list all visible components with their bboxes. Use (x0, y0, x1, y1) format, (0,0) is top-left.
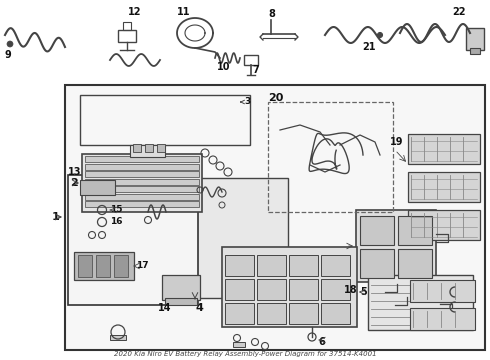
Text: 2: 2 (70, 178, 78, 188)
Text: 21: 21 (362, 42, 375, 52)
Text: 19: 19 (390, 137, 403, 147)
Bar (257, 279, 286, 300)
Text: 2020 Kia Niro EV Battery Relay Assembly-Power Diagram for 37514-K4001: 2020 Kia Niro EV Battery Relay Assembly-… (114, 351, 376, 357)
Bar (74, 252, 134, 280)
Bar (368, 275, 473, 330)
Bar (85, 201, 199, 207)
Text: 11: 11 (177, 7, 191, 17)
Bar (466, 28, 484, 50)
Bar (408, 210, 480, 240)
Text: 4: 4 (195, 303, 203, 313)
Bar (85, 179, 199, 184)
Bar (398, 249, 432, 278)
Bar (244, 55, 258, 65)
Bar (118, 30, 136, 42)
Bar (133, 144, 141, 152)
Bar (85, 163, 199, 170)
Bar (257, 255, 286, 276)
Text: 7: 7 (252, 65, 259, 75)
Bar (110, 335, 126, 340)
Bar (114, 255, 128, 277)
Bar (360, 216, 394, 245)
Bar (410, 308, 475, 330)
Text: 12: 12 (128, 7, 142, 17)
Bar (123, 22, 131, 30)
Bar (65, 85, 485, 350)
Bar (145, 144, 153, 152)
Text: 22: 22 (452, 7, 466, 17)
Bar (225, 279, 254, 300)
Bar (130, 145, 165, 157)
Text: 14: 14 (158, 303, 172, 313)
Bar (78, 255, 92, 277)
Text: 6: 6 (318, 337, 325, 347)
Text: 15: 15 (110, 206, 122, 215)
Bar (82, 154, 202, 212)
Bar (321, 255, 350, 276)
Bar (356, 210, 436, 282)
Text: 20: 20 (268, 93, 283, 103)
Bar (162, 275, 200, 300)
Bar (289, 303, 318, 324)
Bar (360, 249, 394, 278)
Bar (470, 48, 480, 54)
Circle shape (7, 41, 13, 47)
Circle shape (377, 32, 383, 37)
Text: 18: 18 (344, 285, 358, 295)
Text: 8: 8 (268, 9, 275, 19)
Bar (321, 279, 350, 300)
Text: 3: 3 (241, 98, 250, 107)
Bar (408, 134, 480, 164)
Bar (257, 303, 286, 324)
Text: 10: 10 (217, 62, 230, 72)
Bar (289, 255, 318, 276)
Bar (80, 95, 250, 145)
Text: 17: 17 (136, 261, 148, 270)
Bar (225, 303, 254, 324)
Bar (233, 342, 245, 347)
Bar (68, 175, 198, 305)
Text: 1: 1 (52, 212, 60, 222)
Bar (80, 180, 115, 195)
Bar (408, 172, 480, 202)
Bar (398, 216, 432, 245)
Bar (222, 247, 357, 327)
Bar (165, 298, 197, 305)
Bar (96, 255, 110, 277)
Bar (85, 186, 199, 192)
Bar (289, 279, 318, 300)
Bar (85, 194, 199, 199)
Text: 13: 13 (68, 167, 81, 177)
Bar (410, 280, 475, 302)
Text: 9: 9 (4, 50, 11, 60)
Text: 16: 16 (110, 217, 122, 226)
Bar (85, 156, 199, 162)
Text: 5: 5 (360, 287, 367, 297)
Bar (85, 171, 199, 177)
Bar (268, 102, 393, 212)
Bar (225, 255, 254, 276)
Bar (157, 144, 165, 152)
Bar (321, 303, 350, 324)
Bar (138, 178, 288, 298)
